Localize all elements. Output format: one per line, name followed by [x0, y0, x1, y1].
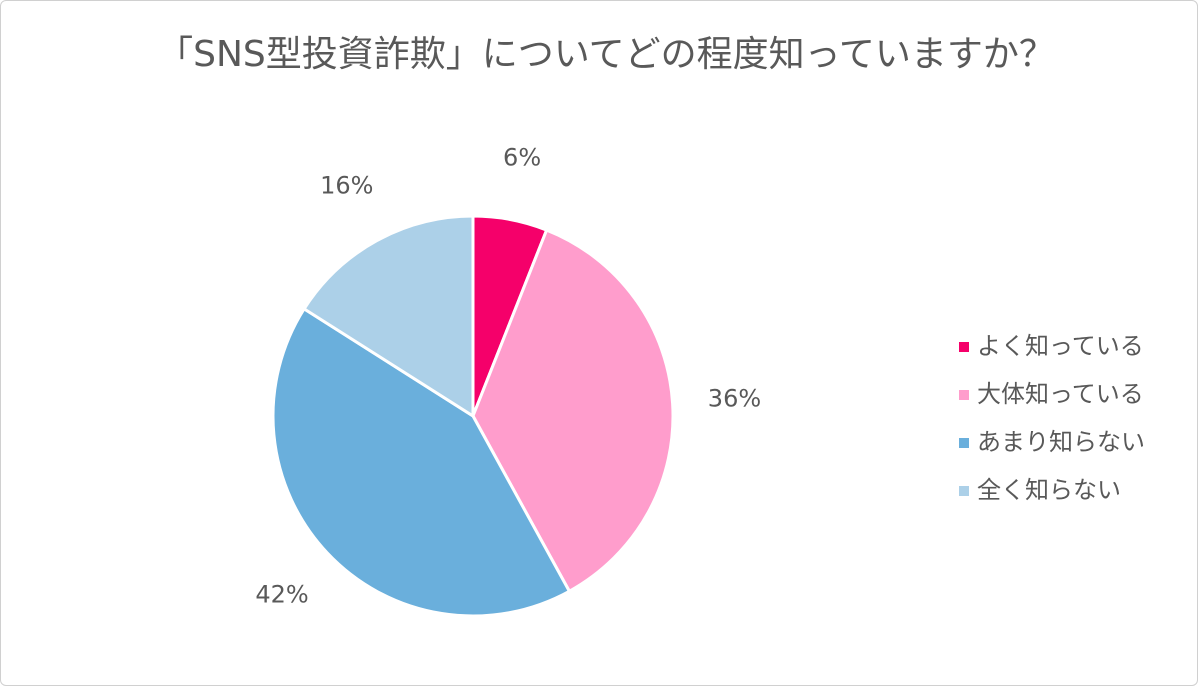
legend-swatch — [959, 342, 969, 352]
pie-slice — [471, 228, 675, 594]
legend-label: よく知っている — [977, 332, 1144, 360]
pie-slice — [302, 214, 475, 419]
data-label: 36% — [708, 385, 761, 413]
legend-label: 全く知らない — [977, 476, 1121, 504]
legend-label: 大体知っている — [977, 380, 1144, 408]
legend-swatch — [959, 390, 969, 400]
chart-title: 「SNS型投資詐欺」についてどの程度知っていますか？ — [157, 34, 1055, 75]
data-label: 42% — [255, 580, 308, 608]
legend-swatch — [959, 486, 969, 496]
data-label: 16% — [320, 171, 373, 199]
data-label: 6% — [503, 144, 541, 172]
pie-slice — [271, 306, 572, 618]
legend-swatch — [959, 438, 969, 448]
legend-label: あまり知らない — [977, 428, 1145, 456]
